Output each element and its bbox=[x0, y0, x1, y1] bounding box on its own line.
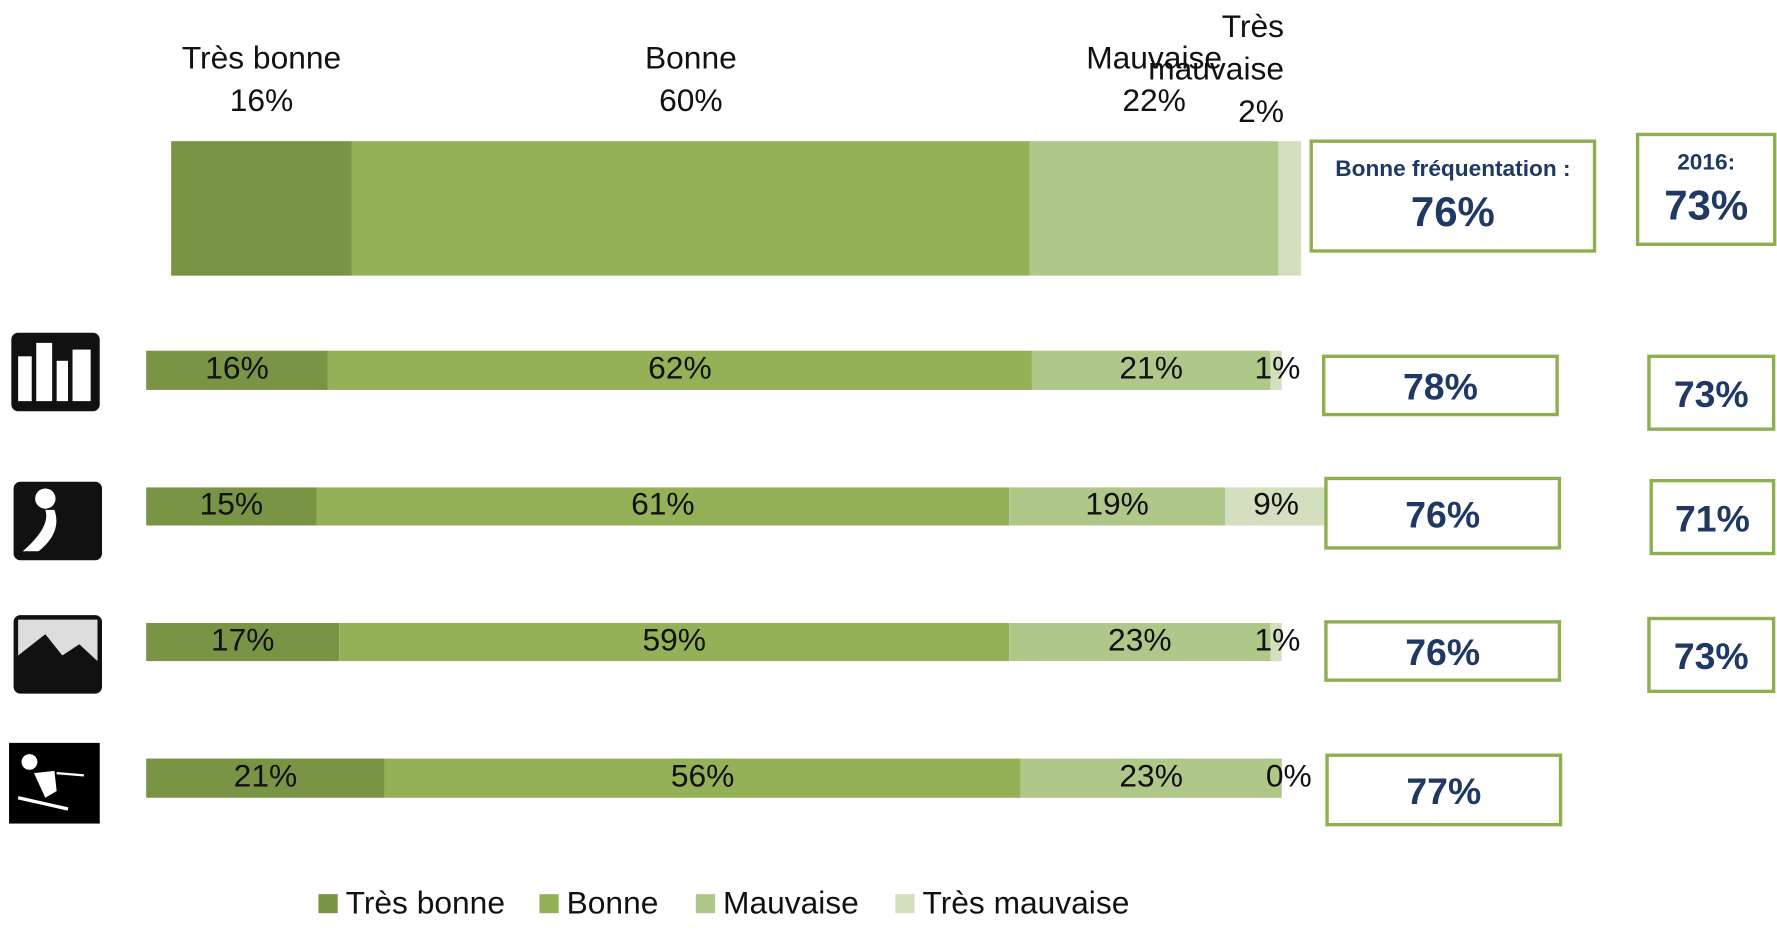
bar-segment bbox=[1031, 350, 1271, 390]
top-label-box: Très bonne 16% bbox=[137, 37, 386, 122]
kpi-value: 73% bbox=[1664, 182, 1748, 229]
top-label: Mauvaise 22% bbox=[1029, 37, 1278, 122]
bar-segment bbox=[146, 350, 328, 390]
bar-segment bbox=[146, 487, 317, 526]
kpi-box bbox=[1321, 354, 1559, 417]
series-name: Très bonne bbox=[181, 40, 342, 76]
bar-segment bbox=[1009, 622, 1271, 662]
value-label: 22% bbox=[1122, 82, 1186, 118]
value-label: 60% bbox=[659, 82, 723, 118]
legend-swatch bbox=[318, 894, 338, 914]
bar-segment bbox=[384, 758, 1021, 798]
bar-segment bbox=[146, 758, 385, 798]
value-label: 1% bbox=[1255, 621, 1301, 657]
kpi-value: 76% bbox=[1411, 188, 1495, 235]
kpi-value: 77% bbox=[1406, 770, 1481, 812]
kpi-box bbox=[1324, 620, 1562, 682]
value-label: 21% bbox=[1119, 350, 1182, 386]
value-label: 16% bbox=[229, 82, 294, 118]
legend-swatch bbox=[539, 894, 559, 914]
value-label: 62% bbox=[648, 350, 711, 386]
bar-segment bbox=[1020, 758, 1282, 798]
value-label: 23% bbox=[1119, 758, 1182, 794]
legend-label: Très mauvaise bbox=[922, 885, 1129, 921]
bar-segment bbox=[316, 487, 1010, 526]
kpi-box bbox=[1635, 132, 1777, 246]
bar-segment bbox=[1224, 487, 1328, 526]
value-label: 1% bbox=[1255, 350, 1301, 386]
value-label: 15% bbox=[200, 486, 263, 522]
legend-swatch bbox=[695, 894, 716, 914]
bar-segment bbox=[1278, 141, 1302, 276]
top-label-box: Très mauvaise 2% bbox=[1114, 6, 1284, 134]
legend-swatch bbox=[895, 894, 915, 914]
bar-segment bbox=[351, 141, 1030, 276]
value-label: 16% bbox=[205, 350, 268, 386]
top-label-box: Bonne 60% bbox=[566, 37, 815, 122]
kpi-box bbox=[1324, 476, 1562, 550]
kpi-box bbox=[1647, 616, 1776, 694]
kpi-value: 76% bbox=[1405, 494, 1480, 536]
icon-countryside bbox=[13, 481, 102, 561]
bar-segment bbox=[171, 141, 352, 276]
bar-segment bbox=[327, 350, 1032, 390]
legend-label: Très bonne bbox=[346, 885, 505, 921]
value-label: 9% bbox=[1253, 486, 1299, 522]
kpi-label: Bonne fréquentation : bbox=[1335, 156, 1570, 181]
value-label: 0% bbox=[1266, 758, 1312, 794]
kpi-value: 73% bbox=[1674, 635, 1749, 677]
icon-ski bbox=[9, 742, 100, 824]
kpi-box bbox=[1647, 354, 1776, 431]
kpi-box bbox=[1325, 753, 1563, 827]
kpi-value: 73% bbox=[1674, 373, 1749, 415]
legend-label: Bonne bbox=[567, 885, 659, 921]
value-label: 56% bbox=[671, 758, 734, 794]
kpi-value: 71% bbox=[1675, 498, 1750, 540]
value-label: 19% bbox=[1085, 486, 1148, 522]
kpi-box bbox=[1309, 139, 1597, 253]
top-label-box: Mauvaise 22% bbox=[1029, 37, 1278, 122]
bar-segment bbox=[1270, 350, 1282, 390]
bar-segment bbox=[1029, 141, 1279, 276]
kpi-value: 76% bbox=[1405, 631, 1480, 673]
top-label: Très mauvaise 2% bbox=[1114, 6, 1284, 134]
kpi-label: 2016: bbox=[1677, 150, 1735, 175]
kpi-value: 78% bbox=[1403, 366, 1478, 408]
bar-segment bbox=[146, 622, 340, 662]
value-label: 61% bbox=[631, 486, 694, 522]
bar-segment bbox=[339, 622, 1010, 662]
top-label: Très bonne 16% bbox=[137, 37, 386, 122]
value-label: 2% bbox=[1238, 94, 1285, 129]
value-label: 59% bbox=[642, 621, 705, 657]
icon-mountain bbox=[13, 615, 102, 694]
value-label: 23% bbox=[1108, 621, 1171, 657]
value-label: 17% bbox=[211, 621, 274, 657]
bar-segment bbox=[1009, 487, 1225, 526]
series-name: Bonne bbox=[644, 40, 737, 76]
series-name: Très mauvaise bbox=[1148, 8, 1285, 87]
bar-segment bbox=[1270, 622, 1282, 662]
series-name: Mauvaise bbox=[1086, 40, 1223, 76]
icon-city bbox=[11, 332, 100, 412]
top-label: Bonne 60% bbox=[566, 37, 815, 122]
value-label: 21% bbox=[234, 758, 297, 794]
legend-label: Mauvaise bbox=[723, 885, 859, 921]
kpi-box bbox=[1649, 479, 1776, 556]
